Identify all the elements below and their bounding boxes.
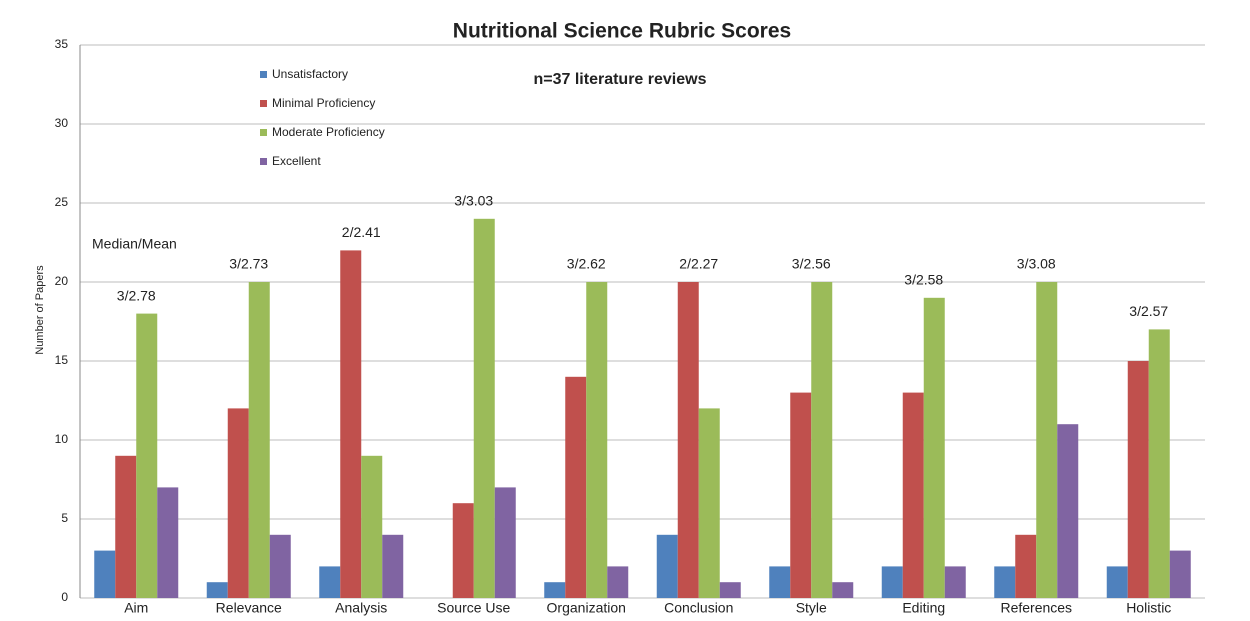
bar [586, 282, 608, 598]
x-tick-label: Style [796, 600, 827, 616]
y-tick-label: 0 [61, 590, 68, 604]
legend-label: Moderate Proficiency [272, 125, 385, 139]
bar [1036, 282, 1058, 598]
bar [1169, 550, 1191, 598]
legend-label: Unsatisfactory [272, 67, 348, 81]
chart-subtitle: n=37 literature reviews [534, 71, 707, 88]
bar [677, 282, 699, 598]
x-tick-label: Editing [902, 600, 945, 616]
category-label: 3/2.58 [904, 272, 943, 288]
legend-swatch [260, 71, 267, 78]
bar [544, 582, 566, 598]
y-axis-label: Number of Papers [34, 265, 46, 355]
bar [1015, 534, 1037, 598]
y-tick-label: 15 [55, 353, 69, 367]
bar [319, 566, 341, 598]
bar [607, 566, 629, 598]
bar [473, 218, 495, 599]
bar [656, 534, 678, 598]
y-tick-label: 5 [61, 511, 68, 525]
x-tick-label: Organization [547, 600, 626, 616]
category-label: 3/2.73 [229, 256, 268, 272]
bar [136, 313, 158, 598]
bar [902, 392, 924, 598]
y-tick-label: 30 [55, 116, 69, 130]
bar [361, 455, 383, 598]
x-tick-label: Relevance [216, 600, 282, 616]
bar [206, 582, 228, 598]
bar [248, 282, 270, 598]
x-tick-label: Conclusion [664, 600, 733, 616]
bar [494, 487, 516, 598]
bar [452, 503, 474, 598]
bar [923, 297, 945, 598]
category-label: 3/2.62 [567, 256, 606, 272]
annotation: Median/Mean [92, 236, 177, 252]
bar [698, 408, 720, 598]
bar [832, 582, 854, 598]
category-label: 2/2.41 [342, 224, 381, 240]
category-label: 3/2.57 [1129, 303, 1168, 319]
x-tick-label: Source Use [437, 600, 510, 616]
legend-label: Excellent [272, 154, 321, 168]
legend-swatch [260, 158, 267, 165]
legend-swatch [260, 100, 267, 107]
bar [565, 376, 587, 598]
y-tick-label: 20 [55, 274, 69, 288]
chart-title: Nutritional Science Rubric Scores [453, 20, 791, 43]
y-tick-label: 25 [55, 195, 69, 209]
bar [790, 392, 812, 598]
legend-swatch [260, 129, 267, 136]
bar [1148, 329, 1170, 598]
x-tick-label: Holistic [1126, 600, 1171, 616]
bar [994, 566, 1016, 598]
bar [719, 582, 741, 598]
bar [1057, 424, 1079, 598]
x-tick-label: References [1000, 600, 1072, 616]
bar [157, 487, 179, 598]
x-tick-label: Analysis [335, 600, 387, 616]
bar [944, 566, 966, 598]
bar [94, 550, 116, 598]
bar [269, 534, 291, 598]
x-tick-label: Aim [124, 600, 148, 616]
bar [382, 534, 404, 598]
y-tick-label: 10 [55, 432, 69, 446]
legend-label: Minimal Proficiency [272, 96, 375, 110]
category-label: 3/2.78 [117, 287, 156, 303]
bar [881, 566, 903, 598]
category-label: 2/2.27 [679, 256, 718, 272]
bar [340, 250, 362, 598]
category-label: 3/3.08 [1017, 256, 1056, 272]
bar [115, 455, 137, 598]
bar [1106, 566, 1128, 598]
bar [769, 566, 791, 598]
category-label: 3/2.56 [792, 256, 831, 272]
y-tick-label: 35 [55, 37, 69, 51]
bar [227, 408, 249, 598]
bar [1127, 361, 1149, 598]
bar [811, 282, 833, 598]
category-label: 3/3.03 [454, 193, 493, 209]
